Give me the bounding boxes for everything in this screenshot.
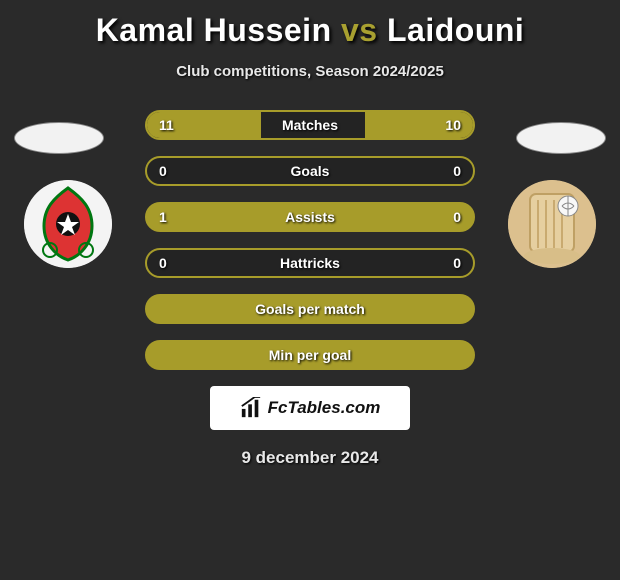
stat-row: 1 Assists 0 [145, 202, 475, 232]
stat-label: Assists [285, 209, 335, 225]
comparison-title: Kamal Hussein vs Laidouni [0, 0, 620, 49]
stat-row: 0 Hattricks 0 [145, 248, 475, 278]
stat-row: Goals per match [145, 294, 475, 324]
player1-photo-placeholder [14, 122, 104, 154]
date-text: 9 december 2024 [0, 448, 620, 468]
player2-name: Laidouni [387, 12, 524, 48]
watermark-text: FcTables.com [268, 398, 381, 418]
stat-label: Hattricks [280, 255, 340, 271]
stat-rows: 11 Matches 10 0 Goals 0 1 Assists 0 0 Hattricks 0 Go… [145, 110, 475, 370]
stat-value-right: 0 [453, 255, 461, 271]
stat-label: Matches [282, 117, 338, 133]
stat-row: Min per goal [145, 340, 475, 370]
stat-value-left: 1 [159, 209, 167, 225]
player2-photo-placeholder [516, 122, 606, 154]
player1-name: Kamal Hussein [96, 12, 332, 48]
club-crest-left-icon [24, 180, 112, 268]
player2-club-badge [508, 180, 596, 268]
stat-label: Min per goal [269, 347, 351, 363]
stat-row: 0 Goals 0 [145, 156, 475, 186]
stat-value-right: 0 [453, 209, 461, 225]
stat-row: 11 Matches 10 [145, 110, 475, 140]
subtitle: Club competitions, Season 2024/2025 [0, 63, 620, 80]
stat-value-right: 10 [445, 117, 461, 133]
content: 11 Matches 10 0 Goals 0 1 Assists 0 0 Hattricks 0 Go… [0, 110, 620, 468]
stat-label: Goals per match [255, 301, 365, 317]
chart-icon [240, 397, 262, 419]
stat-label: Goals [291, 163, 330, 179]
watermark-box: FcTables.com [210, 386, 410, 430]
stat-value-right: 0 [453, 163, 461, 179]
stat-value-left: 11 [159, 117, 174, 133]
club-crest-right-icon [508, 180, 596, 268]
stat-value-left: 0 [159, 163, 167, 179]
vs-text: vs [341, 12, 378, 48]
player1-club-badge [24, 180, 112, 268]
stat-value-left: 0 [159, 255, 167, 271]
